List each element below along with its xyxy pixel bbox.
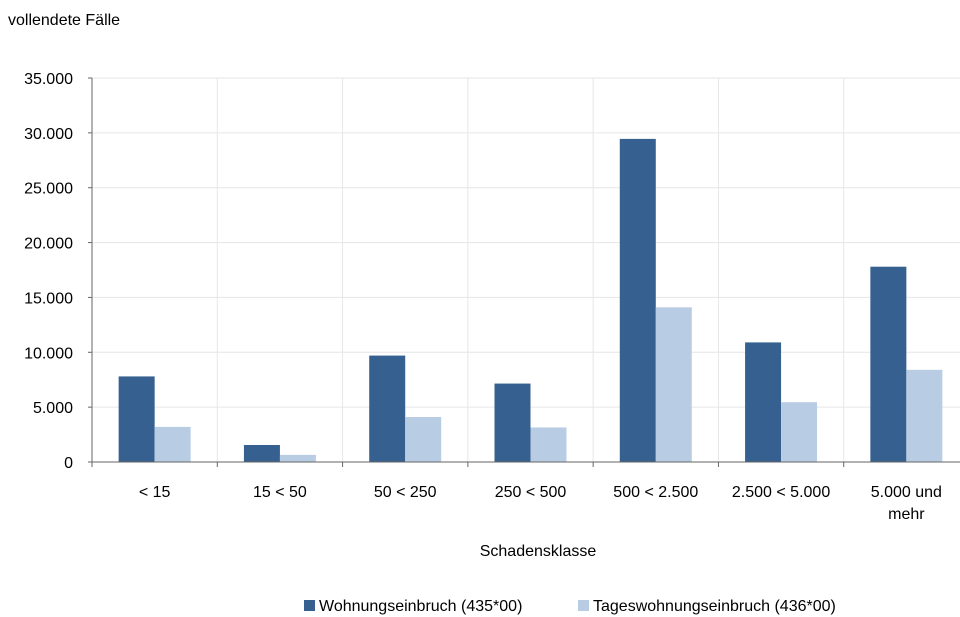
y-axis-label: vollendete Fälle <box>8 12 120 29</box>
bar-wohnungseinbruch <box>494 383 531 462</box>
x-tick-label: 5.000 und <box>871 484 942 501</box>
y-tick-label: 35.000 <box>24 71 73 88</box>
y-tick-label: 25.000 <box>24 181 73 198</box>
bar-tageswohnungseinbruch <box>154 426 191 462</box>
bar-tageswohnungseinbruch <box>781 402 818 462</box>
legend-label: Wohnungseinbruch (435*00) <box>319 598 522 615</box>
x-tick-label: 50 < 250 <box>374 484 437 501</box>
x-tick-labels: < 15 15 < 50 50 < 250 250 < 500 500 < 2.500 2… <box>139 484 942 523</box>
x-tick-label: 15 < 50 <box>253 484 307 501</box>
bar-wohnungseinbruch <box>118 376 155 462</box>
legend: Wohnungseinbruch (435*00) Tageswohnungsei… <box>304 598 836 615</box>
bar-wohnungseinbruch <box>369 355 406 462</box>
y-tick-label: 20.000 <box>24 236 73 253</box>
axes <box>88 77 960 467</box>
legend-swatch <box>304 600 315 611</box>
y-tick-label: 5.000 <box>33 400 73 417</box>
bar-wohnungseinbruch <box>619 138 656 463</box>
bar-tageswohnungseinbruch <box>906 369 943 462</box>
bar-wohnungseinbruch <box>745 342 782 462</box>
legend-swatch <box>578 600 589 611</box>
bar-wohnungseinbruch <box>870 266 907 462</box>
y-tick-label: 30.000 <box>24 126 73 143</box>
x-tick-label: 500 < 2.500 <box>613 484 698 501</box>
x-tick-label: 250 < 500 <box>495 484 567 501</box>
y-tick-label: 15.000 <box>24 290 73 307</box>
bar-tageswohnungseinbruch <box>655 307 692 462</box>
x-tick-label: mehr <box>888 506 925 523</box>
gridlines <box>92 77 960 462</box>
x-axis-label: Schadensklasse <box>480 543 597 560</box>
y-tick-label: 0 <box>64 455 73 472</box>
bar-tageswohnungseinbruch <box>279 454 316 462</box>
legend-label: Tageswohnungseinbruch (436*00) <box>593 598 836 615</box>
bar-wohnungseinbruch <box>243 444 280 462</box>
x-tick-label: < 15 <box>139 484 171 501</box>
y-tick-labels: 0 5.000 10.000 15.000 20.000 25.000 30.000 35.0… <box>24 71 73 472</box>
bar-tageswohnungseinbruch <box>530 427 567 462</box>
y-tick-label: 10.000 <box>24 345 73 362</box>
x-tick-label: 2.500 < 5.000 <box>732 484 830 501</box>
bars <box>118 138 943 463</box>
bar-tageswohnungseinbruch <box>405 417 442 462</box>
